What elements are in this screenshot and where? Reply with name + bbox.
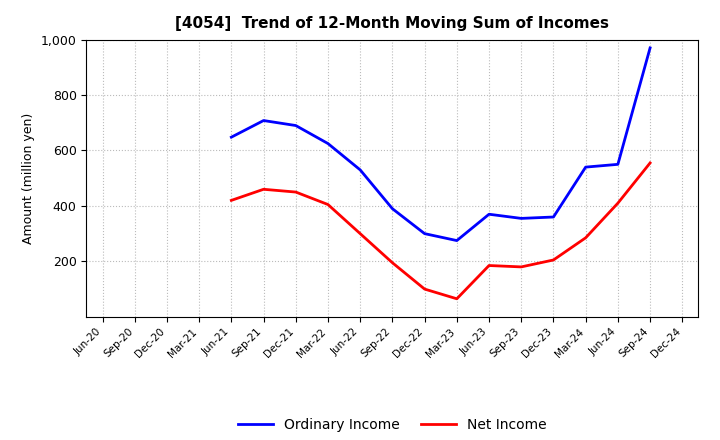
Net Income xyxy=(259,187,268,192)
Net Income xyxy=(646,160,654,165)
Title: [4054]  Trend of 12-Month Moving Sum of Incomes: [4054] Trend of 12-Month Moving Sum of I… xyxy=(176,16,609,32)
Net Income xyxy=(549,257,558,263)
Net Income xyxy=(292,189,300,194)
Y-axis label: Amount (million yen): Amount (million yen) xyxy=(22,113,35,244)
Ordinary Income xyxy=(388,206,397,211)
Net Income xyxy=(227,198,235,203)
Net Income xyxy=(420,286,429,292)
Ordinary Income xyxy=(452,238,461,243)
Net Income xyxy=(356,231,364,236)
Ordinary Income xyxy=(646,45,654,51)
Ordinary Income xyxy=(227,135,235,140)
Ordinary Income xyxy=(549,214,558,220)
Ordinary Income xyxy=(356,167,364,172)
Ordinary Income xyxy=(324,141,333,146)
Ordinary Income xyxy=(581,165,590,170)
Ordinary Income xyxy=(485,212,493,217)
Ordinary Income xyxy=(292,123,300,128)
Line: Ordinary Income: Ordinary Income xyxy=(231,48,650,241)
Net Income xyxy=(613,201,622,206)
Net Income xyxy=(324,202,333,207)
Legend: Ordinary Income, Net Income: Ordinary Income, Net Income xyxy=(233,412,552,437)
Net Income xyxy=(388,260,397,265)
Line: Net Income: Net Income xyxy=(231,163,650,299)
Net Income xyxy=(485,263,493,268)
Ordinary Income xyxy=(420,231,429,236)
Net Income xyxy=(581,235,590,240)
Ordinary Income xyxy=(613,161,622,167)
Net Income xyxy=(517,264,526,270)
Ordinary Income xyxy=(517,216,526,221)
Ordinary Income xyxy=(259,118,268,123)
Net Income xyxy=(452,296,461,301)
